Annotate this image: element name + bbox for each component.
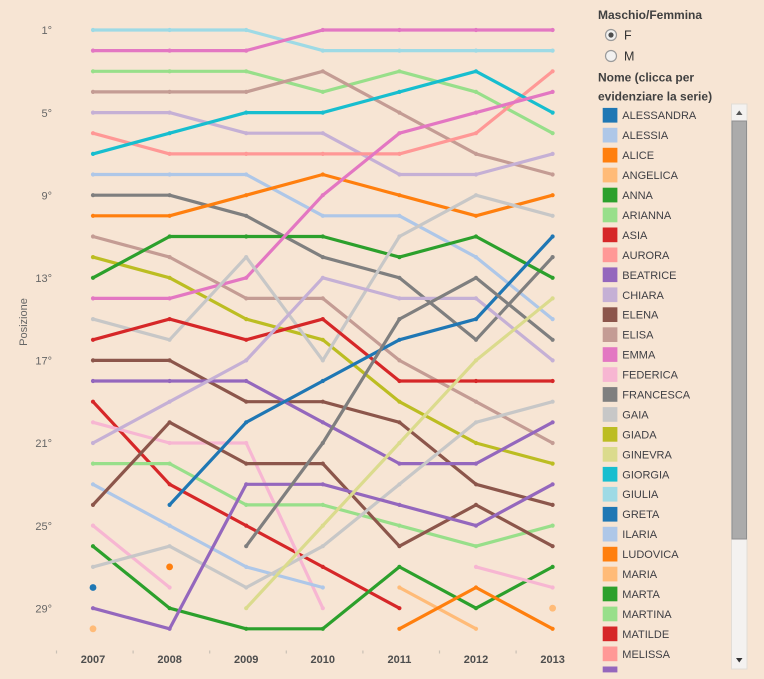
svg-text:GIORGIA: GIORGIA	[622, 469, 670, 481]
svg-text:2009: 2009	[234, 654, 258, 666]
svg-text:ANGELICA: ANGELICA	[622, 170, 678, 182]
svg-text:MATILDE: MATILDE	[622, 629, 669, 641]
svg-text:MARIA: MARIA	[622, 569, 658, 581]
svg-text:2013: 2013	[540, 654, 564, 666]
svg-text:FRANCESCA: FRANCESCA	[622, 390, 691, 402]
svg-text:ELENA: ELENA	[622, 310, 659, 322]
svg-text:MELISSA: MELISSA	[622, 649, 670, 661]
svg-text:Maschio/Femmina: Maschio/Femmina	[598, 8, 702, 22]
svg-text:2007: 2007	[81, 654, 105, 666]
svg-text:ASIA: ASIA	[622, 230, 648, 242]
svg-text:2008: 2008	[157, 654, 181, 666]
svg-text:EMMA: EMMA	[622, 350, 656, 362]
svg-text:2011: 2011	[387, 654, 411, 666]
svg-text:ALESSIA: ALESSIA	[622, 130, 669, 142]
svg-text:GRETA: GRETA	[622, 509, 660, 521]
svg-text:Posizione: Posizione	[18, 298, 30, 346]
svg-text:5°: 5°	[41, 108, 52, 120]
svg-text:CHIARA: CHIARA	[622, 290, 664, 302]
svg-text:GIULIA: GIULIA	[622, 489, 659, 501]
svg-text:1°: 1°	[41, 25, 52, 37]
svg-text:ANNA: ANNA	[622, 190, 653, 202]
svg-text:29°: 29°	[35, 603, 52, 615]
svg-text:GINEVRA: GINEVRA	[622, 449, 672, 461]
svg-text:evidenziare la serie): evidenziare la serie)	[598, 90, 712, 104]
svg-text:2012: 2012	[464, 654, 488, 666]
svg-text:ALICE: ALICE	[622, 150, 654, 162]
svg-text:25°: 25°	[35, 521, 52, 533]
svg-text:BEATRICE: BEATRICE	[622, 270, 676, 282]
svg-text:AURORA: AURORA	[622, 250, 670, 262]
svg-text:2010: 2010	[311, 654, 335, 666]
svg-text:MARTA: MARTA	[622, 589, 660, 601]
svg-text:MARTINA: MARTINA	[622, 609, 672, 621]
svg-text:21°: 21°	[35, 438, 52, 450]
svg-text:ARIANNA: ARIANNA	[622, 210, 672, 222]
svg-text:FEDERICA: FEDERICA	[622, 370, 678, 382]
svg-text:ILARIA: ILARIA	[622, 529, 658, 541]
svg-text:LUDOVICA: LUDOVICA	[622, 549, 679, 561]
svg-text:9°: 9°	[41, 190, 52, 202]
svg-text:13°: 13°	[35, 273, 52, 285]
svg-text:ELISA: ELISA	[622, 330, 654, 342]
svg-text:GIADA: GIADA	[622, 429, 657, 441]
svg-text:17°: 17°	[35, 356, 52, 368]
svg-text:F: F	[624, 29, 632, 43]
svg-text:Nome (clicca per: Nome (clicca per	[598, 71, 694, 85]
svg-text:GAIA: GAIA	[622, 409, 649, 421]
svg-text:M: M	[624, 50, 634, 64]
svg-text:ALESSANDRA: ALESSANDRA	[622, 110, 697, 122]
